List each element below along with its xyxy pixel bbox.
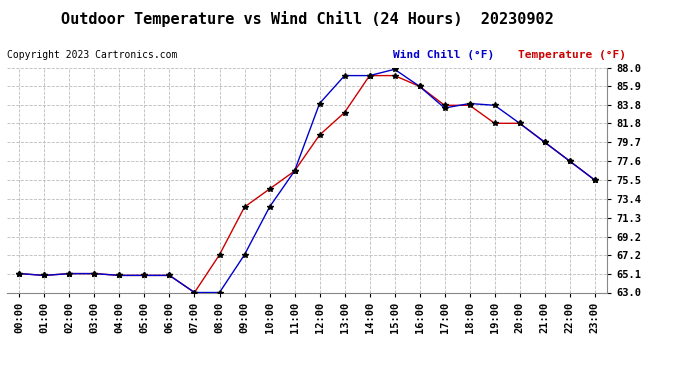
Text: Temperature (°F): Temperature (°F) [518,50,626,60]
Text: Outdoor Temperature vs Wind Chill (24 Hours)  20230902: Outdoor Temperature vs Wind Chill (24 Ho… [61,11,553,27]
Text: Wind Chill (°F): Wind Chill (°F) [393,50,495,60]
Text: Copyright 2023 Cartronics.com: Copyright 2023 Cartronics.com [7,50,177,60]
